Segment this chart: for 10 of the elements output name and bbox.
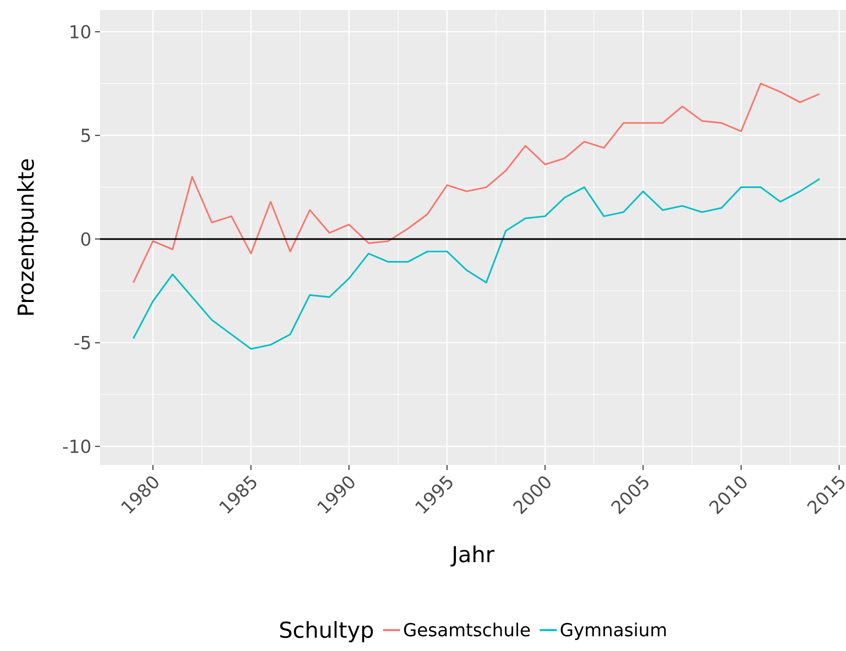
y-tick-label: -5	[74, 336, 90, 350]
legend-title: Schultyp	[280, 621, 373, 642]
legend-label: Gesamtschule	[404, 622, 530, 636]
y-tick-label: 0	[81, 232, 90, 246]
y-tick-label: 10	[70, 24, 90, 39]
y-tick-label: -10	[63, 440, 90, 454]
x-axis-title: Jahr	[450, 545, 494, 567]
y-tick-label: 5	[81, 128, 90, 142]
legend-label: Gymnasium	[560, 622, 666, 640]
y-axis-title: Prozentpunkte	[17, 159, 38, 315]
